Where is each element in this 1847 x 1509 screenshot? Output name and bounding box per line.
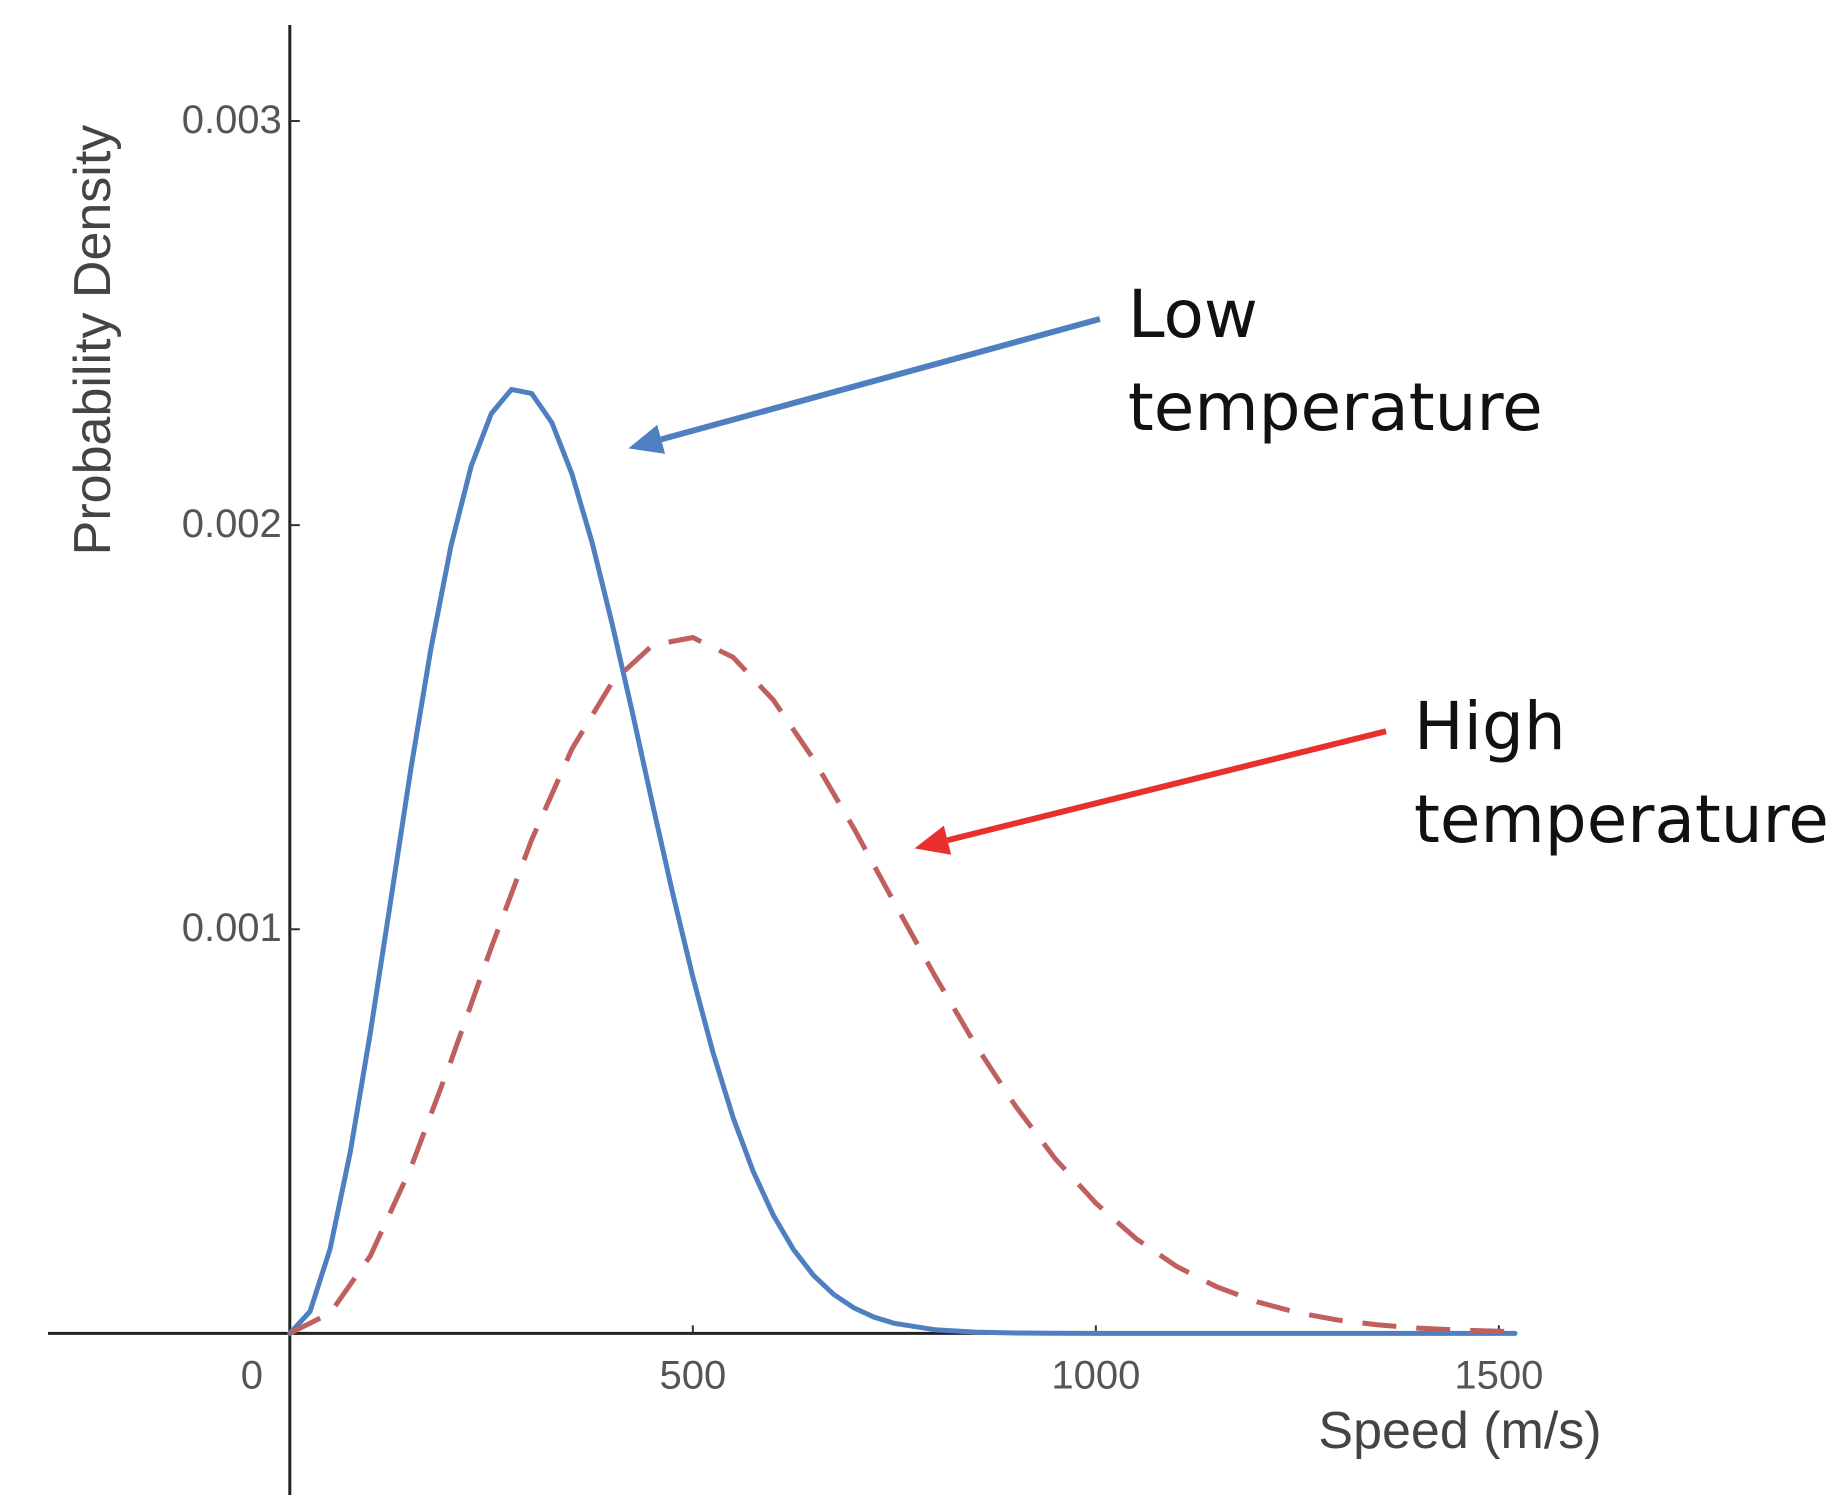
y-tick-label: 0.003 bbox=[182, 98, 282, 142]
axis-labels: Speed (m/s) Probability Density bbox=[64, 125, 1602, 1460]
x-axis-label: Speed (m/s) bbox=[1318, 1402, 1601, 1460]
series-lines bbox=[287, 386, 1518, 1336]
y-tick-label: 0.002 bbox=[182, 502, 282, 546]
x-tick-label: 1500 bbox=[1454, 1353, 1543, 1397]
high-temperature-label: temperature bbox=[1414, 781, 1829, 858]
annotation-arrow-head bbox=[914, 825, 952, 855]
axes: 0 500 1000 1500 0.001 0.002 0.003 bbox=[48, 25, 1543, 1495]
annotation-arrow-shaft bbox=[946, 728, 1387, 844]
low-temperature-curve bbox=[287, 386, 1518, 1336]
annotation-arrow-shaft bbox=[660, 316, 1101, 443]
x-tick-label: 0 bbox=[241, 1353, 263, 1397]
y-tick-label: 0.001 bbox=[182, 906, 282, 950]
x-tick-label: 1000 bbox=[1051, 1353, 1140, 1397]
y-axis-label: Probability Density bbox=[64, 125, 122, 556]
x-tick-label: 500 bbox=[659, 1353, 726, 1397]
low-temperature-label: Low bbox=[1128, 276, 1258, 353]
high-temperature-curve bbox=[288, 635, 1516, 1336]
annotations: Low temperature High temperature bbox=[628, 276, 1829, 858]
annotation-arrow-head bbox=[628, 424, 666, 454]
low-temperature-label: temperature bbox=[1128, 369, 1543, 446]
high-temperature-label: High bbox=[1414, 688, 1566, 765]
